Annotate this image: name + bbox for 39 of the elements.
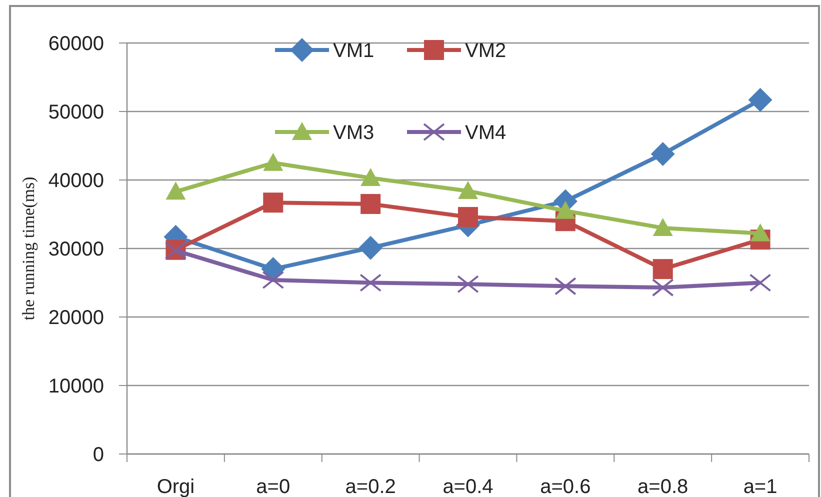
- legend-label: VM1: [333, 40, 374, 62]
- point: [650, 142, 675, 166]
- y-tick-label: 10000: [48, 376, 104, 398]
- y-axis-title: the running time(ms): [19, 176, 38, 320]
- point: [555, 200, 576, 219]
- y-tick-label: 50000: [48, 102, 104, 124]
- y-tick-label: 60000: [48, 33, 104, 55]
- point: [358, 236, 383, 260]
- point: [263, 152, 284, 171]
- point: [652, 278, 674, 297]
- point: [360, 194, 381, 214]
- x-tick-label: a=0.2: [345, 476, 396, 497]
- point: [652, 218, 673, 236]
- point: [750, 223, 770, 242]
- x-tick-label: Orgi: [156, 476, 195, 497]
- x-tick-label: a=0: [256, 476, 290, 497]
- y-tick-label: 30000: [48, 238, 104, 260]
- point: [458, 180, 478, 199]
- x-tick-label: a=1: [743, 476, 778, 497]
- point: [166, 182, 186, 200]
- point: [262, 271, 284, 290]
- point: [360, 274, 382, 292]
- legend-label: VM4: [465, 122, 506, 144]
- point: [652, 259, 673, 280]
- point: [457, 275, 479, 294]
- point: [554, 277, 576, 296]
- y-tick-label: 20000: [48, 307, 104, 329]
- x-tick-label: a=0.6: [540, 476, 591, 497]
- x-tick-label: a=0.4: [442, 476, 494, 497]
- point: [263, 192, 284, 213]
- y-tick-label: 0: [92, 444, 104, 466]
- legend-label: VM3: [333, 122, 374, 144]
- y-tick-label: 40000: [48, 170, 104, 192]
- point: [458, 206, 478, 227]
- point: [360, 168, 381, 186]
- point: [749, 274, 772, 292]
- x-tick-label: a=0.8: [638, 476, 688, 497]
- point: [748, 88, 772, 112]
- legend-label: VM2: [465, 40, 506, 62]
